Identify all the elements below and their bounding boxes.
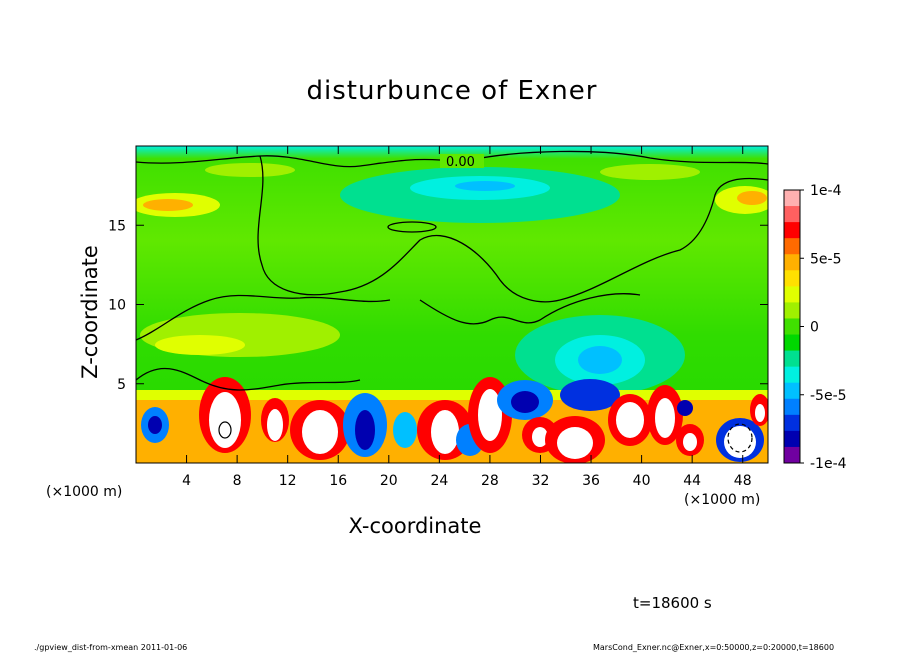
colorbar-swatch: [784, 318, 800, 336]
colorbar-swatch: [784, 222, 800, 239]
y-tick-label: 5: [117, 377, 126, 393]
x-unit-label-right: (×1000 m): [684, 492, 761, 508]
y-axis: 5 10 15: [108, 218, 768, 393]
footer-script-info: ./gpview_dist-from-xmean 2011-01-06: [34, 643, 188, 652]
colorbar-swatch: [784, 366, 800, 384]
contour-label-top: 0.00: [446, 155, 475, 170]
x-tick-label: 4: [182, 473, 191, 489]
colorbar-swatch: [784, 414, 800, 432]
x-tick-label: 16: [329, 473, 347, 489]
colorbar: 1e-4 5e-5 0 -5e-5 -1e-4: [783, 183, 847, 472]
x-tick-label: 48: [734, 473, 752, 489]
colorbar-swatch: [784, 446, 800, 464]
colorbar-swatch: [784, 206, 800, 223]
colorbar-swatch: [784, 398, 800, 416]
colorbar-swatch: [784, 334, 800, 352]
time-annotation: t=18600 s: [633, 594, 712, 612]
x-tick-label: 12: [279, 473, 297, 489]
y-tick-label: 10: [108, 298, 126, 314]
colorbar-swatch: [784, 238, 800, 255]
chart-title: disturbunce of Exner: [306, 76, 598, 106]
x-tick-label: 20: [380, 473, 398, 489]
footer-data-info: MarsCond_Exner.nc@Exner,x=0:50000,z=0:20…: [593, 643, 835, 652]
x-tick-label: 8: [233, 473, 242, 489]
heatmap-field: 0.00: [136, 146, 768, 463]
x-tick-label: 24: [430, 473, 448, 489]
colorbar-tick-label: 0: [810, 320, 819, 336]
x-tick-label: 44: [683, 473, 701, 489]
lower-blobs: [141, 377, 768, 463]
zero-contour: [136, 150, 768, 303]
x-tick-label: 32: [532, 473, 550, 489]
y-tick-label: 15: [108, 218, 126, 234]
x-tick-label: 36: [582, 473, 600, 489]
x-axis: 4 8 12 16 20 24 28 32 36 40 44 48: [182, 146, 752, 489]
colorbar-swatch: [784, 190, 800, 207]
x-tick-label: 28: [481, 473, 499, 489]
x-unit-label-left: (×1000 m): [46, 484, 123, 500]
colorbar-tick-label: -1e-4: [810, 456, 847, 472]
x-axis-label: X-coordinate: [348, 514, 482, 538]
colorbar-tick-label: -5e-5: [810, 388, 847, 404]
colorbar-tick-label: 5e-5: [810, 251, 841, 267]
x-tick-label: 40: [633, 473, 651, 489]
colorbar-swatch: [784, 382, 800, 400]
colorbar-swatch: [784, 254, 800, 271]
colorbar-swatch: [784, 270, 800, 287]
colorbar-tick-label: 1e-4: [810, 183, 842, 199]
colorbar-swatch: [784, 302, 800, 319]
contour-loop-upper: [387, 221, 437, 233]
colorbar-swatch: [784, 350, 800, 368]
colorbar-swatch: [784, 286, 800, 303]
colorbar-swatch: [784, 430, 800, 448]
